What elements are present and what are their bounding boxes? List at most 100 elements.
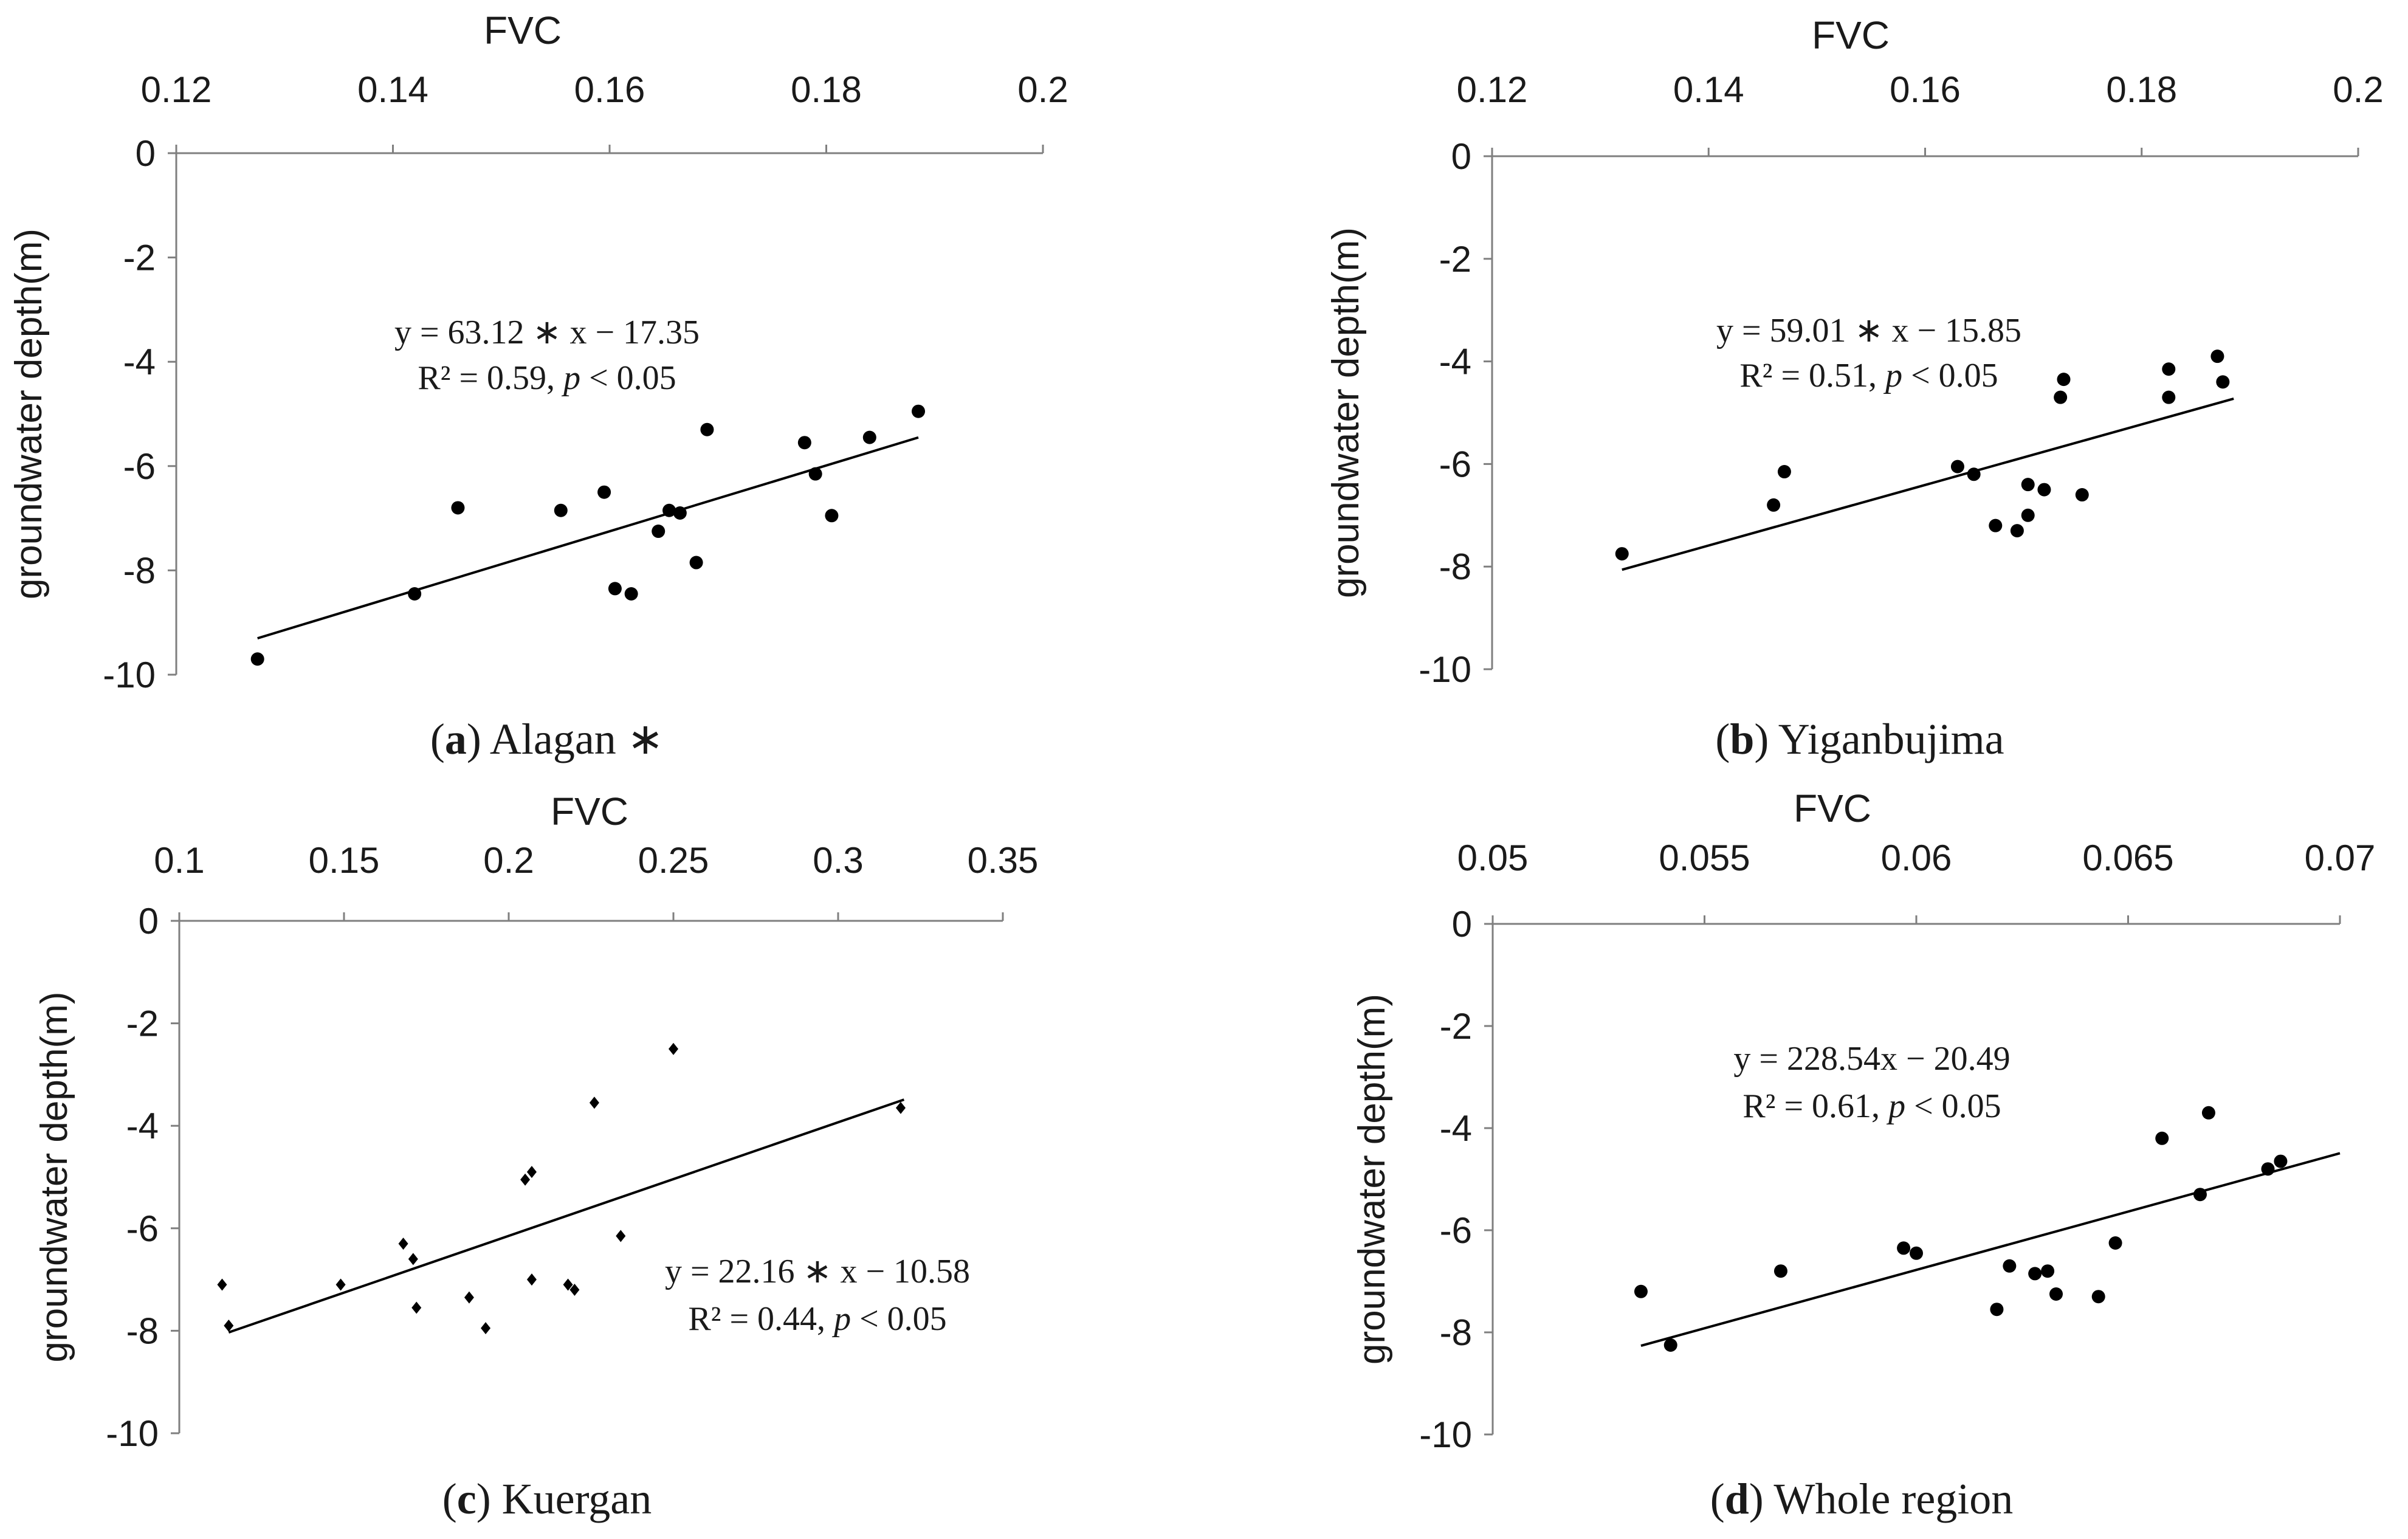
y-tick-label: 0 <box>1451 136 1471 177</box>
y-tick-label: -6 <box>123 446 156 487</box>
data-point <box>408 587 422 601</box>
panel-caption: (d) Whole region <box>1710 1475 2014 1523</box>
y-tick-label: -2 <box>123 238 156 278</box>
panel-caption: (c) Kuergan <box>442 1475 652 1523</box>
data-point <box>2216 375 2230 389</box>
x-tick-label: 0.1 <box>154 840 204 881</box>
caption-close-paren: ) <box>476 1475 502 1523</box>
r-squared-label: R² = 0.61, p < 0.05 <box>1742 1087 2001 1125</box>
x-axis-title: FVC <box>1794 787 1871 830</box>
data-point <box>825 509 839 523</box>
data-point <box>1910 1246 1923 1260</box>
caption-open-paren: ( <box>1715 715 1730 763</box>
data-point <box>1773 1264 1787 1278</box>
data-point <box>408 1253 418 1265</box>
x-axis-title: FVC <box>1812 13 1890 57</box>
r-squared-value: R² = 0.44, <box>688 1300 834 1338</box>
p-value: < 0.05 <box>580 359 676 397</box>
p-symbol: p <box>1883 357 1902 394</box>
trendline <box>228 1098 905 1334</box>
data-point <box>2162 390 2176 404</box>
x-tick-label: 0.18 <box>2106 69 2177 110</box>
data-point <box>2075 488 2089 502</box>
caption-open-paren: ( <box>430 715 445 763</box>
data-point <box>673 506 687 520</box>
x-tick-label: 0.12 <box>141 69 212 110</box>
x-tick-label: 0.2 <box>1017 69 1068 110</box>
r-squared-label: R² = 0.51, p < 0.05 <box>1739 357 1998 394</box>
p-value: < 0.05 <box>1902 357 1998 394</box>
data-point <box>1777 465 1791 479</box>
data-point <box>2028 1267 2042 1281</box>
data-point <box>2162 362 2176 376</box>
x-tick-label: 0.15 <box>309 840 380 881</box>
data-point <box>862 430 876 444</box>
p-symbol: p <box>561 359 580 397</box>
regression-equation: y = 59.01 ∗ x − 15.85 <box>1716 312 2021 349</box>
panel-caption: (b) Yiganbujima <box>1715 715 2004 763</box>
data-point <box>1615 547 1629 561</box>
p-value: < 0.05 <box>851 1300 947 1338</box>
data-point <box>2210 349 2224 363</box>
caption-close-paren: ) <box>1749 1475 1774 1523</box>
x-axis-title: FVC <box>484 9 562 52</box>
y-axis-title: groundwater depth(m) <box>8 229 50 599</box>
data-point <box>2057 373 2071 387</box>
x-tick-label: 0.3 <box>813 840 863 881</box>
panel-caption: (a) Alagan ∗ <box>430 715 664 763</box>
p-value: < 0.05 <box>1905 1087 2001 1125</box>
p-symbol: p <box>1886 1087 1905 1125</box>
y-tick-label: -2 <box>1440 1006 1472 1047</box>
data-point <box>451 501 465 515</box>
y-axis-title: groundwater depth(m) <box>1325 227 1367 598</box>
y-tick-label: -6 <box>126 1208 159 1249</box>
y-tick-label: -10 <box>103 655 156 695</box>
data-point <box>2091 1290 2105 1304</box>
caption-close-paren: ) <box>467 715 490 763</box>
data-point <box>689 556 703 570</box>
data-point <box>2021 508 2035 522</box>
trendline <box>257 436 919 640</box>
chart-panel-d: 0.05 0.055 0.06 0.065 0.07 0 -2 -4 -6 -8 -10 FVC gro… <box>1351 787 2375 1523</box>
r-squared-value: R² = 0.51, <box>1739 357 1885 394</box>
data-point <box>250 652 264 666</box>
data-point <box>464 1291 474 1304</box>
caption-title: Alagan ∗ <box>490 715 664 763</box>
r-squared-label: R² = 0.44, p < 0.05 <box>688 1300 946 1338</box>
data-point <box>2193 1188 2207 1202</box>
y-tick-label: -8 <box>1439 546 1471 587</box>
chart-panel-a: 0.12 0.14 0.16 0.18 0.2 0 -2 -4 -6 -8 -10 FVC ground… <box>8 9 1068 763</box>
data-point <box>526 1273 537 1286</box>
y-tick-label: -4 <box>1440 1108 1472 1149</box>
y-tick-label: 0 <box>139 901 159 942</box>
caption-close-paren: ) <box>1754 715 1778 763</box>
y-tick-label: 0 <box>1452 904 1472 945</box>
regression-equation: y = 228.54x − 20.49 <box>1733 1040 2010 1078</box>
data-point <box>895 1101 906 1114</box>
data-point <box>1663 1338 1677 1352</box>
x-tick-label: 0.18 <box>791 69 862 110</box>
chart-panel-b: 0.12 0.14 0.16 0.18 0.2 0 -2 -4 -6 -8 -10 FVC ground… <box>1325 13 2384 763</box>
data-point <box>2108 1236 2122 1250</box>
caption-letter: c <box>457 1475 476 1523</box>
y-tick-label: -10 <box>1419 649 1471 690</box>
y-tick-label: -10 <box>1419 1414 1472 1455</box>
y-tick-label: -8 <box>1440 1312 1472 1353</box>
data-point <box>1989 518 2003 532</box>
data-point <box>1767 498 1781 512</box>
y-tick-label: -6 <box>1439 444 1471 484</box>
x-tick-label: 0.25 <box>638 840 709 881</box>
y-tick-label: -2 <box>126 1004 159 1044</box>
data-point <box>669 1042 678 1055</box>
data-point <box>2274 1154 2288 1168</box>
caption-title: Whole region <box>1773 1475 2013 1523</box>
y-tick-label: -2 <box>1439 239 1471 280</box>
data-point <box>589 1097 599 1109</box>
x-tick-label: 0.07 <box>2305 838 2376 878</box>
caption-open-paren: ( <box>1710 1475 1725 1523</box>
data-point <box>2155 1131 2169 1145</box>
y-tick-label: -4 <box>123 342 156 382</box>
x-tick-label: 0.14 <box>1673 69 1744 110</box>
caption-letter: b <box>1730 715 1754 763</box>
